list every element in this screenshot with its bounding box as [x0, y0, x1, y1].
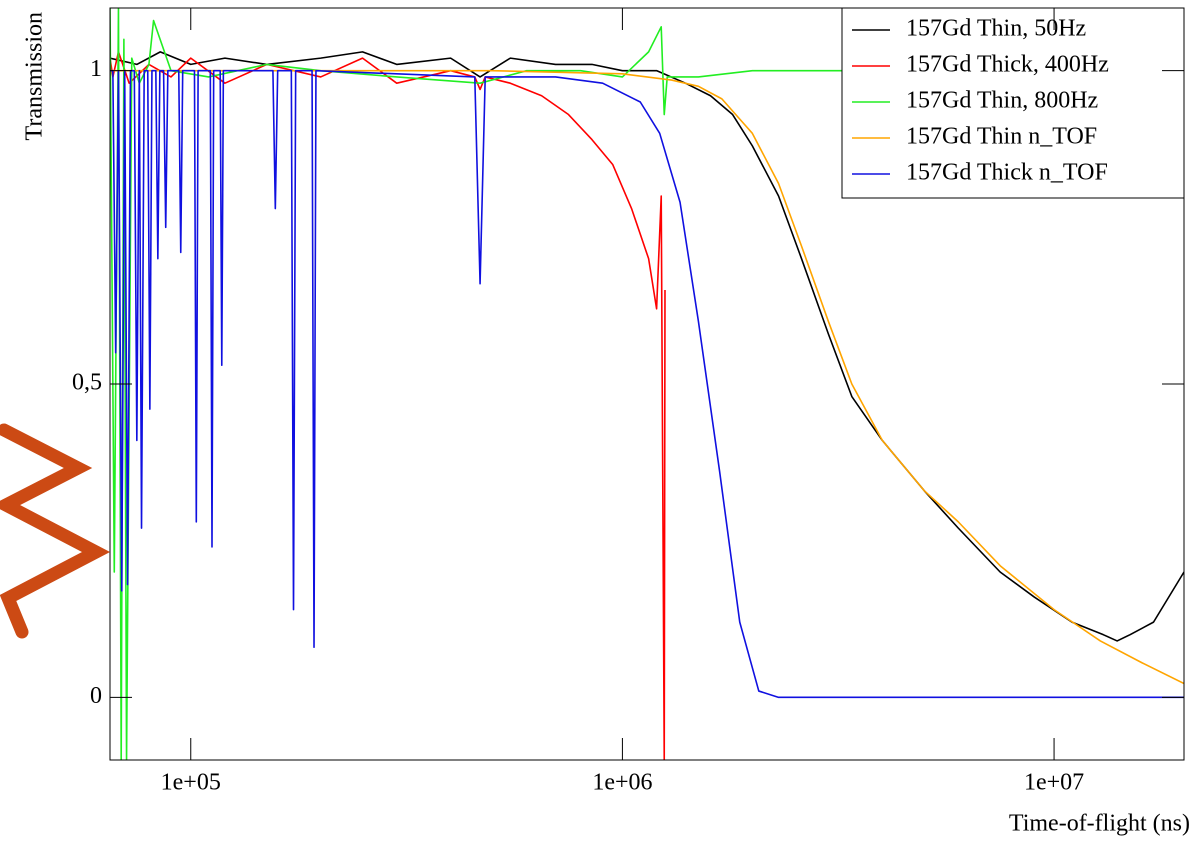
- plot-area: [110, 8, 1184, 760]
- y-axis-label: Transmission: [22, 12, 48, 140]
- y-tick-label: 0,5: [72, 370, 102, 396]
- legend-label: 157Gd Thick, 400Hz: [906, 52, 1109, 78]
- series-line: [110, 69, 1184, 699]
- series-line: [110, 69, 1184, 685]
- legend: 157Gd Thin, 50Hz 157Gd Thick, 400Hz 157Gd …: [841, 7, 1185, 199]
- x-axis-label: Time-of-flight (ns): [1009, 811, 1190, 837]
- legend-label: 157Gd Thin, 50Hz: [906, 16, 1086, 42]
- annotation-scribble: [0, 423, 111, 639]
- legend-label: 157Gd Thick n_TOF: [906, 160, 1108, 186]
- series-line: [110, 51, 1184, 642]
- x-tick-label: 1e+07: [1024, 770, 1084, 796]
- x-tick-label: 1e+06: [592, 770, 652, 796]
- y-tick-label: 1: [90, 56, 102, 82]
- legend-label: 157Gd Thin n_TOF: [906, 124, 1097, 150]
- legend-box: [841, 7, 1185, 199]
- legend-label: 157Gd Thin, 800Hz: [906, 88, 1098, 114]
- y-tick-label: 0: [90, 683, 102, 709]
- x-tick-label: 1e+05: [161, 770, 221, 796]
